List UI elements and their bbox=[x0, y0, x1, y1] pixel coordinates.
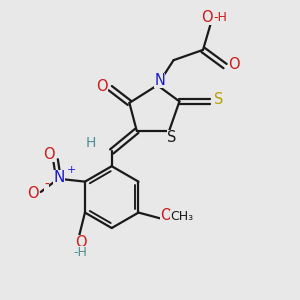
Text: O: O bbox=[43, 147, 55, 162]
Text: S: S bbox=[167, 130, 177, 145]
Text: O: O bbox=[27, 186, 38, 201]
Text: O: O bbox=[75, 235, 86, 250]
Text: O: O bbox=[228, 57, 240, 72]
Text: N: N bbox=[53, 170, 65, 185]
Text: O: O bbox=[160, 208, 172, 223]
Text: O: O bbox=[202, 10, 213, 25]
Text: O: O bbox=[96, 79, 108, 94]
Text: -H: -H bbox=[74, 246, 88, 259]
Text: H: H bbox=[86, 136, 96, 150]
Text: S: S bbox=[214, 92, 223, 107]
Text: +: + bbox=[67, 165, 76, 175]
Text: N: N bbox=[154, 73, 165, 88]
Text: CH₃: CH₃ bbox=[170, 211, 193, 224]
Text: -H: -H bbox=[214, 11, 228, 24]
Text: -: - bbox=[44, 178, 49, 192]
